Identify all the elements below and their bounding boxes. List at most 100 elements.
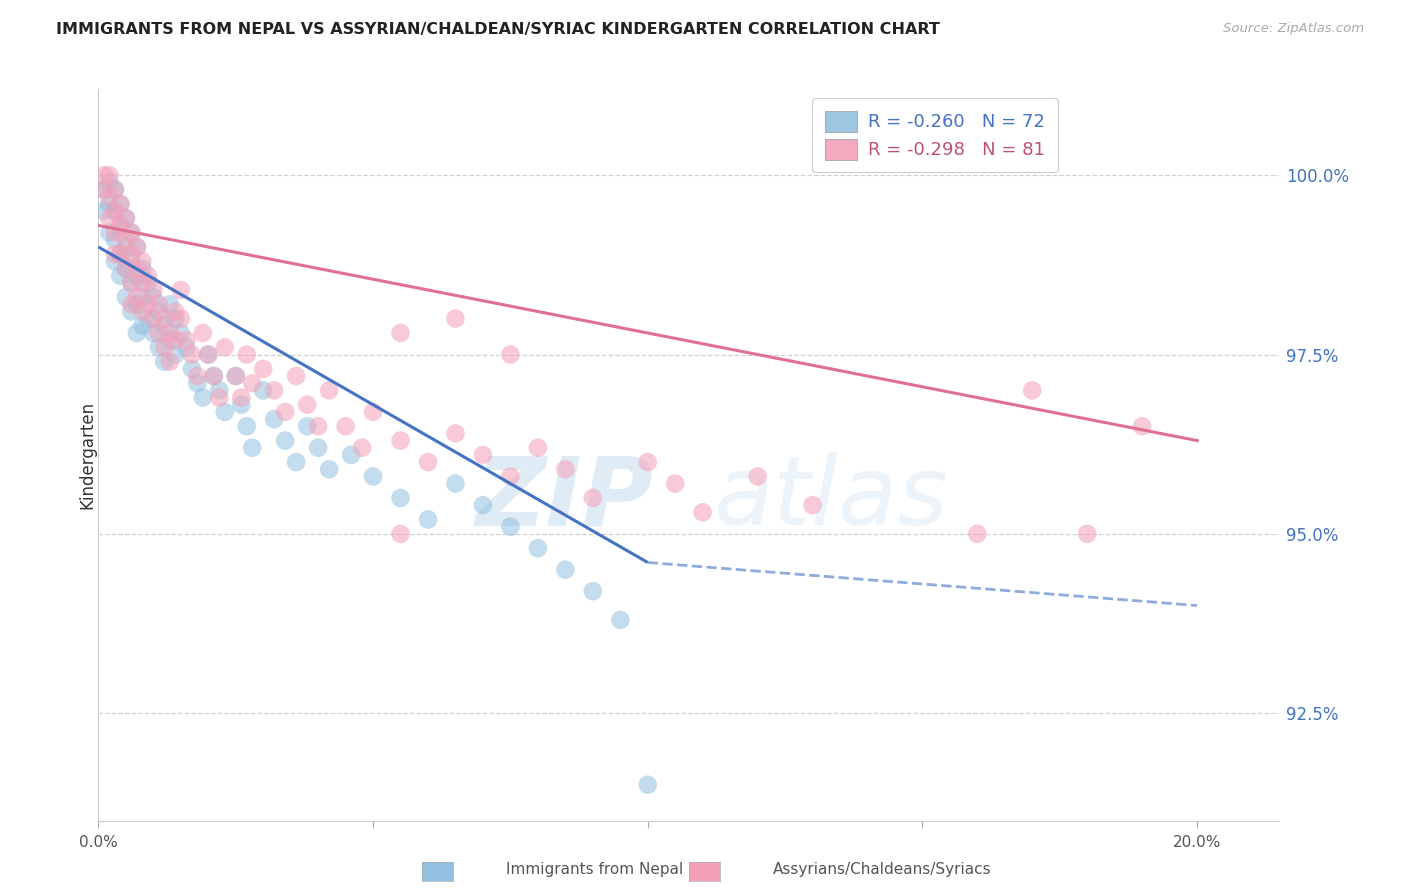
Point [499,347,522,361]
Point [125,268,148,283]
Point [318,462,340,476]
Point [471,448,494,462]
Point [115,290,138,304]
Point [527,541,550,556]
Point [208,384,231,398]
Point [120,276,142,290]
Point [98,190,121,204]
Point [966,526,988,541]
Point [180,347,202,361]
Point [554,462,576,476]
Point [361,405,384,419]
Point [165,333,187,347]
Point [115,240,138,254]
Point [148,304,170,318]
Point [235,419,257,434]
Point [142,283,165,297]
Point [115,211,138,226]
Point [125,290,148,304]
Point [235,347,257,361]
Point [142,326,165,340]
Point [231,391,253,405]
Point [389,326,412,340]
Point [120,247,142,261]
Point [131,290,153,304]
Point [104,233,127,247]
Point [104,183,127,197]
Point [274,434,297,448]
Point [295,398,318,412]
Point [170,326,193,340]
Point [240,376,263,391]
Point [148,340,170,354]
Point [136,276,159,290]
Point [98,226,121,240]
Point [142,290,165,304]
Point [115,211,138,226]
Point [170,311,193,326]
Point [340,448,363,462]
Point [352,441,374,455]
Point [191,391,214,405]
Point [274,405,297,419]
Point [125,261,148,276]
Point [582,491,605,505]
Point [444,426,467,441]
Point [125,240,148,254]
Point [389,491,412,505]
Point [240,441,263,455]
Point [110,247,132,261]
Point [180,362,202,376]
Point [104,226,127,240]
Point [159,354,181,368]
Point [110,219,132,233]
Point [148,297,170,311]
Point [125,326,148,340]
Point [93,168,115,182]
Point [637,455,659,469]
Text: IMMIGRANTS FROM NEPAL VS ASSYRIAN/CHALDEAN/SYRIAC KINDERGARTEN CORRELATION CHART: IMMIGRANTS FROM NEPAL VS ASSYRIAN/CHALDE… [56,22,941,37]
Point [444,476,467,491]
Point [104,183,127,197]
Point [136,297,159,311]
Point [527,441,550,455]
Point [93,204,115,219]
Point [165,304,187,318]
Text: ZIP: ZIP [475,452,654,545]
Point [285,455,308,469]
Point [115,233,138,247]
Point [444,311,467,326]
Point [120,276,142,290]
Point [165,311,187,326]
Point [361,469,384,483]
Point [110,247,132,261]
Point [104,204,127,219]
Point [389,434,412,448]
Point [416,455,439,469]
Point [499,519,522,533]
Point [148,326,170,340]
Point [307,441,329,455]
Point [136,268,159,283]
Point [202,369,225,384]
Point [104,247,127,261]
Point [664,476,686,491]
Point [120,297,142,311]
Point [692,505,714,519]
Point [131,276,153,290]
Point [153,354,176,368]
Text: Immigrants from Nepal: Immigrants from Nepal [506,863,683,877]
Point [170,283,193,297]
Point [125,240,148,254]
Point [252,362,274,376]
Point [609,613,631,627]
Point [252,384,274,398]
Point [471,498,494,512]
Point [263,384,285,398]
Point [1130,419,1153,434]
Point [176,340,198,354]
Point [153,311,176,326]
Point [231,398,253,412]
Point [225,369,247,384]
Point [115,261,138,276]
